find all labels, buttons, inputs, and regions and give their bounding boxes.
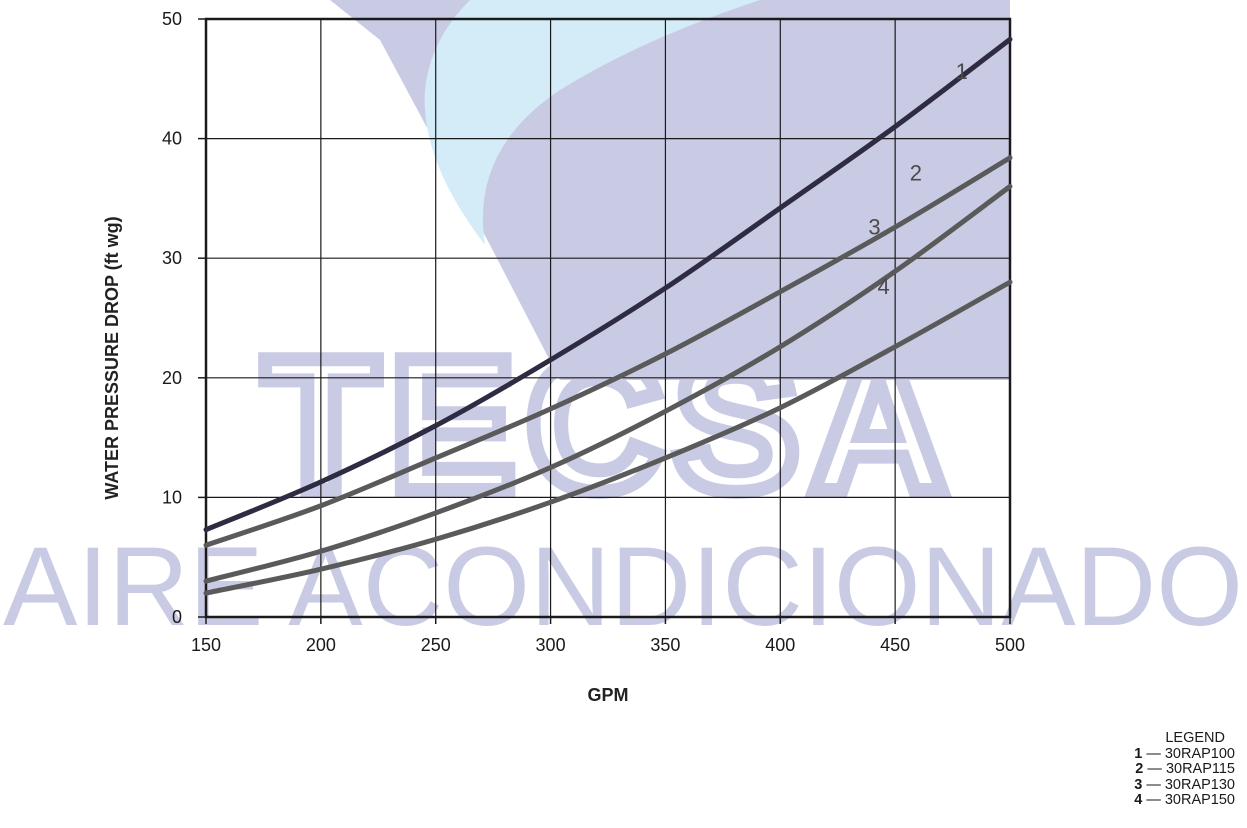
x-tick-label: 200 bbox=[306, 635, 336, 655]
x-tick-label: 350 bbox=[650, 635, 680, 655]
y-tick-label: 20 bbox=[162, 368, 182, 388]
curve-3 bbox=[203, 183, 1013, 584]
legend-item-number: 2 bbox=[1135, 761, 1144, 777]
legend-item: 1 — 30RAP100 bbox=[1015, 745, 1235, 763]
watermark: TECSA AIRE ACONDICIONADO bbox=[3, 0, 1243, 649]
plot-border bbox=[204, 17, 1012, 619]
curve-4 bbox=[203, 279, 1013, 596]
legend-item: 2 — 30RAP115 bbox=[1015, 761, 1235, 778]
y-axis-title: WATER PRESSURE DROP (ft wg) bbox=[102, 216, 122, 499]
x-tick-label: 250 bbox=[421, 635, 451, 655]
x-tick-label: 500 bbox=[995, 635, 1025, 655]
legend-item-separator: — bbox=[1142, 792, 1165, 808]
legend-item-label: 30RAP115 bbox=[1165, 761, 1235, 777]
legend-item: 3 — 30RAP130 bbox=[1015, 776, 1235, 794]
legend-item-label: 30RAP130 bbox=[1164, 776, 1235, 793]
y-tick-label: 30 bbox=[162, 248, 182, 268]
x-axis-title: GPM bbox=[587, 685, 628, 705]
y-tick-label: 0 bbox=[172, 607, 182, 627]
legend-item: 4 — 30RAP150 bbox=[1015, 792, 1235, 809]
x-tick-label: 300 bbox=[536, 635, 566, 655]
x-tick-label: 400 bbox=[765, 635, 795, 655]
axis-ticks: 150 200 250 300 350 400 450 500 0 10 20 30 40 50 bbox=[162, 9, 1025, 655]
curve-label-1: 1 bbox=[956, 59, 968, 84]
legend-title: LEGEND bbox=[1165, 730, 1225, 746]
legend-item-number: 3 bbox=[1134, 776, 1143, 793]
curve-2 bbox=[203, 155, 1013, 548]
watermark-leaf-shape bbox=[424, 0, 760, 245]
x-tick-label: 450 bbox=[880, 635, 910, 655]
x-tick-label: 150 bbox=[191, 635, 221, 655]
legend-item-number: 1 bbox=[1134, 745, 1143, 762]
plot-grid bbox=[204, 17, 1012, 619]
legend-item-separator: — bbox=[1142, 745, 1165, 762]
legend-item-separator: — bbox=[1142, 776, 1165, 793]
legend-item-label: 30RAP150 bbox=[1164, 792, 1235, 808]
plot-curves bbox=[203, 36, 1013, 596]
y-tick-label: 10 bbox=[162, 487, 182, 507]
curve-label-4: 4 bbox=[878, 274, 890, 299]
legend-item-label: 30RAP100 bbox=[1164, 745, 1235, 762]
legend-item-separator: — bbox=[1143, 761, 1166, 777]
curve-labels: 1 2 3 4 bbox=[868, 59, 968, 299]
curve-label-3: 3 bbox=[868, 214, 880, 239]
y-tick-label: 50 bbox=[162, 9, 182, 29]
y-tick-label: 40 bbox=[162, 129, 182, 149]
watermark-logo-text: TECSA bbox=[263, 319, 957, 531]
legend: LEGEND 1 — 30RAP100 2 — 30RAP115 3 — 30R… bbox=[1015, 730, 1235, 809]
legend-item-number: 4 bbox=[1134, 792, 1143, 808]
watermark-tagline-text: AIRE ACONDICIONADO bbox=[3, 524, 1243, 649]
watermark-swoosh-shape bbox=[210, 0, 1010, 380]
curve-1 bbox=[203, 36, 1013, 533]
curve-label-2: 2 bbox=[910, 160, 922, 185]
